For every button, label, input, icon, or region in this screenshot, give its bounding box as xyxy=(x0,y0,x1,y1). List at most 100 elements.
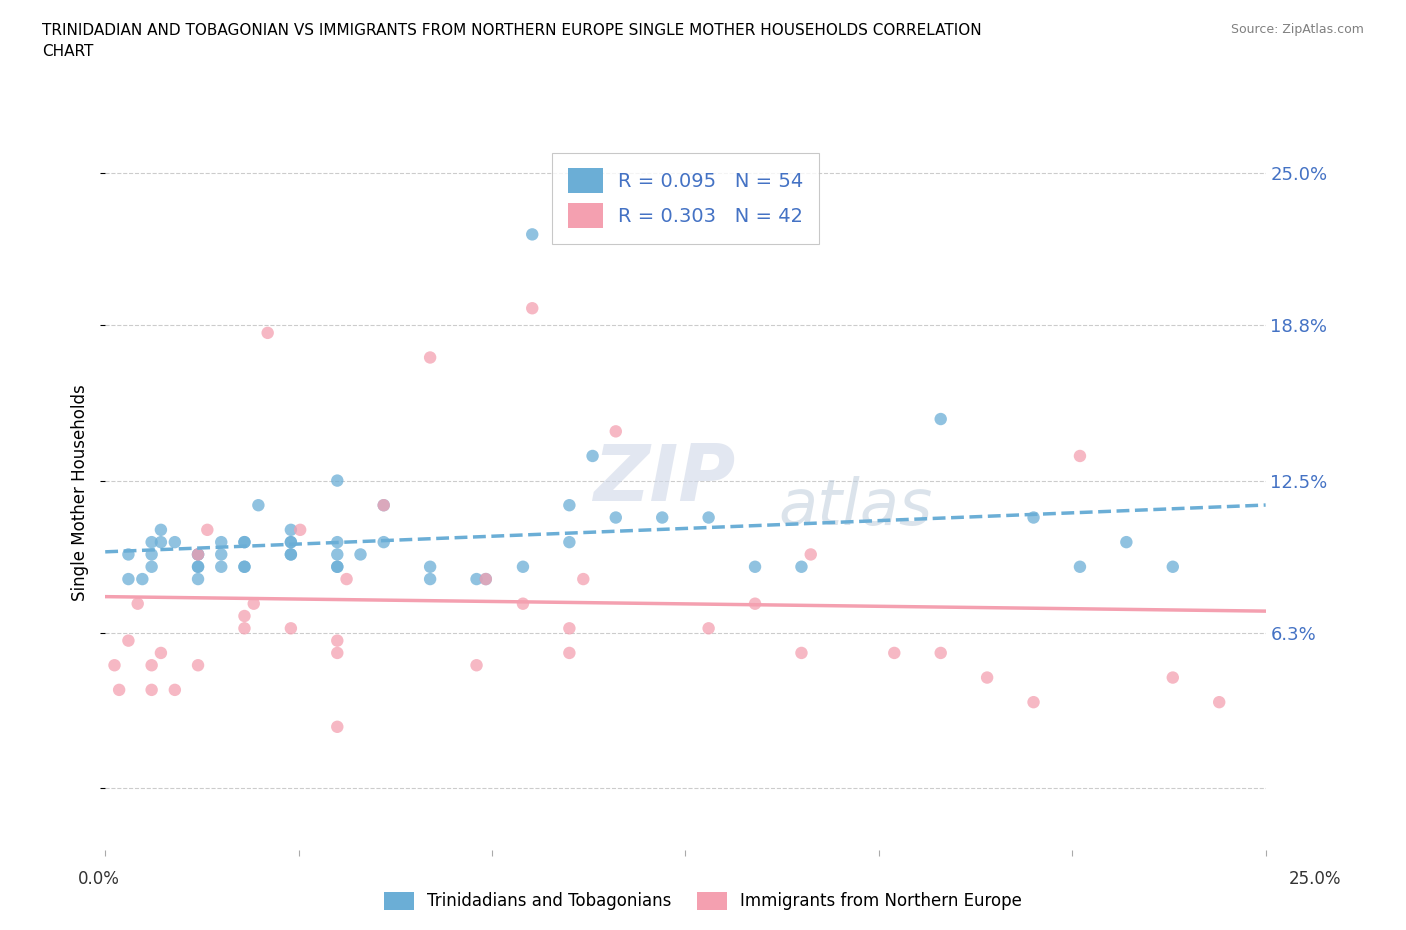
Text: 25.0%: 25.0% xyxy=(1288,870,1341,888)
Point xyxy=(195,523,218,538)
Point xyxy=(256,326,278,340)
Point xyxy=(326,473,349,488)
Point xyxy=(280,535,302,550)
Point xyxy=(558,498,581,512)
Text: atlas: atlas xyxy=(779,476,932,538)
Point xyxy=(280,547,302,562)
Point xyxy=(108,683,131,698)
Point xyxy=(605,510,627,525)
Point xyxy=(572,572,595,587)
Point xyxy=(800,547,823,562)
Point xyxy=(512,596,534,611)
Point xyxy=(1022,510,1045,525)
Point xyxy=(419,559,441,574)
Point xyxy=(558,645,581,660)
Point xyxy=(117,633,139,648)
Text: 0.0%: 0.0% xyxy=(77,870,120,888)
Point xyxy=(475,572,498,587)
Point xyxy=(187,547,209,562)
Point xyxy=(349,547,371,562)
Point xyxy=(233,608,256,623)
Point xyxy=(187,559,209,574)
Point xyxy=(141,535,163,550)
Point xyxy=(558,535,581,550)
Point xyxy=(465,658,488,672)
Point xyxy=(558,621,581,636)
Point xyxy=(141,559,163,574)
Point xyxy=(326,633,349,648)
Point xyxy=(280,621,302,636)
Point xyxy=(1161,671,1184,685)
Point xyxy=(697,510,720,525)
Y-axis label: Single Mother Households: Single Mother Households xyxy=(72,384,89,602)
Point xyxy=(233,559,256,574)
Point xyxy=(465,572,488,587)
Point xyxy=(209,535,232,550)
Point xyxy=(127,596,149,611)
Point xyxy=(187,572,209,587)
Point xyxy=(373,498,395,512)
Point xyxy=(288,523,311,538)
Point xyxy=(326,559,349,574)
Point xyxy=(1161,559,1184,574)
Point xyxy=(326,535,349,550)
Point xyxy=(187,547,209,562)
Point xyxy=(419,572,441,587)
Point xyxy=(1022,695,1045,710)
Point xyxy=(475,572,498,587)
Point xyxy=(280,523,302,538)
Point xyxy=(790,645,813,660)
Point xyxy=(373,498,395,512)
Point xyxy=(744,596,766,611)
Point xyxy=(605,424,627,439)
Point xyxy=(744,559,766,574)
Point xyxy=(326,645,349,660)
Point xyxy=(883,645,905,660)
Point xyxy=(419,350,441,365)
Point xyxy=(929,645,952,660)
Point xyxy=(373,535,395,550)
Point xyxy=(149,535,172,550)
Point xyxy=(233,621,256,636)
Point xyxy=(326,559,349,574)
Point xyxy=(163,535,186,550)
Point xyxy=(242,596,264,611)
Point xyxy=(581,448,603,463)
Point xyxy=(209,547,232,562)
Point xyxy=(141,658,163,672)
Point xyxy=(976,671,998,685)
Point xyxy=(163,683,186,698)
Point xyxy=(209,559,232,574)
Text: Source: ZipAtlas.com: Source: ZipAtlas.com xyxy=(1230,23,1364,36)
Point xyxy=(697,621,720,636)
Text: ZIP: ZIP xyxy=(592,441,735,517)
Point xyxy=(233,535,256,550)
Legend: R = 0.095   N = 54, R = 0.303   N = 42: R = 0.095 N = 54, R = 0.303 N = 42 xyxy=(553,153,818,244)
Point xyxy=(141,547,163,562)
Point xyxy=(233,535,256,550)
Point xyxy=(187,658,209,672)
Point xyxy=(280,547,302,562)
Legend: Trinidadians and Tobagonians, Immigrants from Northern Europe: Trinidadians and Tobagonians, Immigrants… xyxy=(377,885,1029,917)
Point xyxy=(335,572,357,587)
Point xyxy=(522,227,544,242)
Point xyxy=(326,547,349,562)
Point xyxy=(929,412,952,427)
Point xyxy=(149,645,172,660)
Point xyxy=(187,559,209,574)
Point xyxy=(1069,559,1091,574)
Point xyxy=(247,498,270,512)
Point xyxy=(522,300,544,315)
Point xyxy=(280,535,302,550)
Point xyxy=(117,572,139,587)
Point xyxy=(117,547,139,562)
Point xyxy=(326,720,349,735)
Point xyxy=(103,658,125,672)
Point xyxy=(1115,535,1137,550)
Point xyxy=(141,683,163,698)
Text: TRINIDADIAN AND TOBAGONIAN VS IMMIGRANTS FROM NORTHERN EUROPE SINGLE MOTHER HOUS: TRINIDADIAN AND TOBAGONIAN VS IMMIGRANTS… xyxy=(42,23,981,60)
Point xyxy=(187,547,209,562)
Point xyxy=(1208,695,1230,710)
Point xyxy=(651,510,673,525)
Point xyxy=(1069,448,1091,463)
